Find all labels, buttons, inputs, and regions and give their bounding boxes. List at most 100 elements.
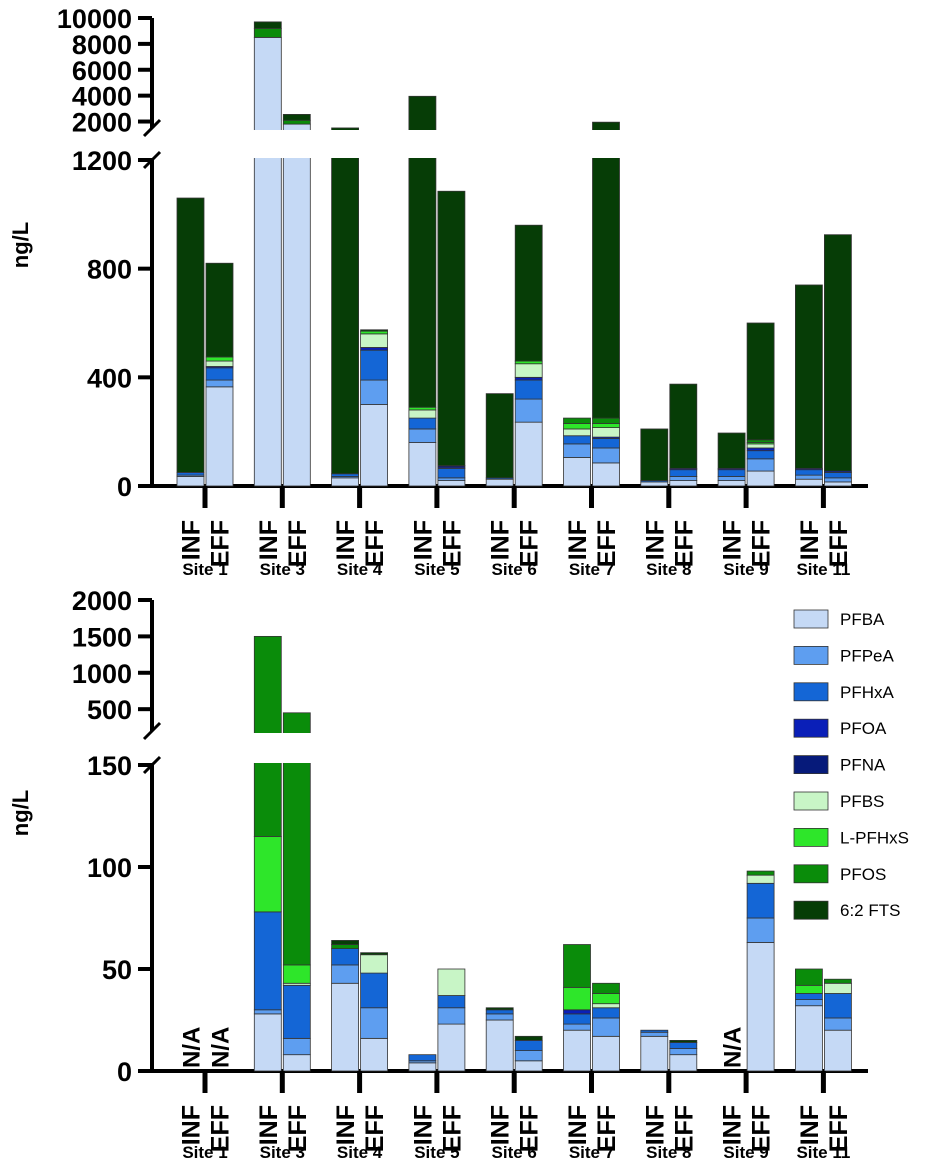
bar-site-3-eff: EFF [282, 712, 312, 1152]
bar-segment-pfhxa [592, 1007, 620, 1019]
bar-site-3-inf: INF [253, 635, 283, 1145]
bar-category-label: EFF [670, 520, 698, 567]
bar-segment-l-pfhxs [795, 984, 823, 994]
site-label: Site 11 [796, 1143, 850, 1162]
bar-segment-6-2-fts [669, 383, 698, 469]
bar-segment-pfbs [746, 443, 775, 449]
bar-segment-6-2-fts [331, 940, 360, 945]
legend-swatch [793, 682, 829, 702]
y-tick-label: 4000 [72, 82, 132, 112]
site-label: Site 7 [569, 1143, 614, 1162]
bar-segment-pfba [331, 982, 360, 1072]
axis-gap [591, 130, 621, 158]
legend-label: L-PFHxS [840, 828, 909, 847]
y-axis-title: ng/L [8, 222, 33, 268]
site-label: Site 3 [260, 1143, 305, 1162]
bar-site-11-inf: INF [795, 284, 824, 560]
legend-label: PFPeA [840, 646, 895, 665]
bar-segment-pfhxa [746, 450, 775, 460]
y-tick-label: 8000 [72, 30, 132, 60]
legend-swatch [793, 900, 829, 920]
axis-gap [330, 130, 360, 158]
bar-segment-6-2-fts [360, 952, 389, 956]
bar-segment-pfoa [360, 347, 389, 351]
y-tick-label: 50 [102, 955, 132, 985]
y-tick-label: 800 [87, 255, 132, 285]
bar-segment-pfba [253, 37, 282, 487]
y-tick-label: 1000 [72, 659, 132, 689]
bar-segment-6-2-fts [485, 1007, 514, 1011]
axis-gap [282, 733, 312, 763]
bar-segment-pfpea [746, 458, 775, 472]
bar-site-9-inf: INF [717, 432, 747, 560]
bar-segment-pfhxa [205, 367, 234, 381]
bar-segment-pfba [408, 442, 437, 487]
bar-segment-pfbs [205, 360, 234, 367]
site-label: Site 5 [414, 1143, 459, 1162]
bar-category-label: EFF [593, 1105, 621, 1152]
bar-segment-pfpea [795, 999, 823, 1007]
bar-segment-pfbs [514, 363, 543, 378]
bottom-panel: 0 50 100 150 500 1000 1500 2000 ng/L N/A INF N/A EFF… [8, 586, 868, 1162]
bar-segment-pfos [746, 870, 775, 876]
bar-segment-l-pfhxs [563, 423, 591, 430]
bar-segment-pfba [563, 1029, 591, 1072]
bar-segment-6-2-fts [824, 234, 852, 472]
bar-segment-pfos [563, 944, 591, 988]
bar-site-6-inf: INF [485, 393, 515, 560]
bar-category-label: INF [487, 520, 515, 560]
bar-category-label: EFF [748, 1105, 776, 1152]
y-tick-label: 400 [87, 363, 132, 393]
bar-segment-6-2-fts [669, 1040, 698, 1043]
bar-segment-pfpea [563, 1023, 591, 1031]
axis-gap [407, 130, 437, 158]
y-axis-title: ng/L [8, 790, 33, 836]
site-label: Site 1 [182, 1143, 227, 1162]
axis-gap [253, 733, 283, 763]
bar-segment-pfos [253, 27, 282, 38]
bar-category-label: EFF [207, 1105, 235, 1152]
bar-category-label: INF [641, 1105, 669, 1145]
bar-category-label: INF [255, 520, 283, 560]
bar-segment-pfpea [824, 477, 852, 483]
bar-segment-pfhxa [795, 469, 823, 476]
bar-segment-pfos [746, 439, 775, 443]
bar-segment-pfhxa [514, 1040, 543, 1052]
bar-category-label: INF [409, 1105, 437, 1145]
y-tick-label: 0 [117, 472, 132, 502]
bar-segment-pfhxa [669, 1042, 698, 1049]
y-tick-label: 10000 [57, 4, 132, 34]
bar-segment-pfhxa [563, 1013, 591, 1025]
bar-category-label: EFF [284, 520, 312, 567]
bar-segment-l-pfhxs [253, 836, 282, 913]
bar-segment-pfhxa [437, 467, 466, 479]
bar-segment-6-2-fts [514, 1035, 543, 1041]
bar-site-11-inf: INF [795, 968, 824, 1145]
site-label: Site 6 [492, 560, 537, 579]
bar-site-7-eff: EFF [592, 982, 621, 1152]
bar-segment-pfba [331, 477, 360, 487]
bar-site-8-inf: INF [640, 428, 669, 560]
y-tick-label: 0 [117, 1057, 132, 1087]
bar-segment-pfpea [746, 917, 775, 943]
bar-segment-pfba [824, 1029, 852, 1072]
bar-segment-pfhxa [282, 984, 311, 1039]
bar-category-label: INF [796, 1105, 824, 1145]
bar-category-label: INF [255, 1105, 283, 1145]
bar-category-label: INF [719, 520, 747, 560]
bar-segment-6-2-fts [514, 224, 543, 362]
site-label: Site 9 [723, 1143, 768, 1162]
bar-category-label: EFF [593, 520, 621, 567]
legend-label: PFOS [840, 865, 886, 884]
bar-segment-l-pfhxs [514, 360, 543, 365]
bar-category-label: EFF [438, 520, 466, 567]
bar-segment-pfbs [360, 333, 389, 348]
bar-segment-pfbs [408, 409, 437, 419]
bar-category-label: EFF [748, 520, 776, 567]
bar-segment-l-pfhxs [563, 986, 591, 1011]
bar-segment-pfba [746, 942, 775, 1072]
bar-segment-6-2-fts [360, 329, 389, 332]
y-tick-label: 2000 [72, 108, 132, 138]
legend-swatch [793, 755, 829, 774]
legend-label: PFBA [840, 610, 885, 629]
